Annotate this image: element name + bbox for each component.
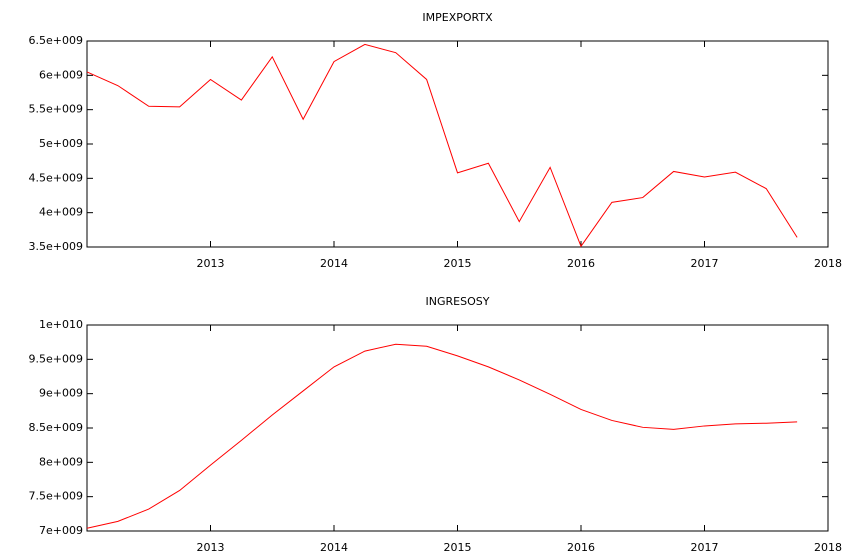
x-tick-label: 2013 [197, 541, 225, 554]
y-tick-label: 7.5e+009 [29, 490, 83, 503]
y-tick-label: 6.5e+009 [29, 34, 83, 47]
y-tick-label: 9e+009 [39, 387, 83, 400]
x-tick-label: 2015 [444, 541, 472, 554]
y-tick-label: 1e+010 [39, 318, 83, 331]
x-tick-label: 2016 [567, 257, 595, 270]
data-line [86, 43, 798, 248]
x-tick-label: 2014 [320, 541, 348, 554]
y-tick-label: 6e+009 [39, 68, 83, 81]
x-tick-label: 2016 [567, 541, 595, 554]
y-tick-label: 4e+009 [39, 206, 83, 219]
y-tick-label: 8.5e+009 [29, 421, 83, 434]
chart-title: IMPEXPORTX [422, 11, 493, 24]
x-tick-label: 2015 [444, 257, 472, 270]
x-tick-label: 2017 [691, 541, 719, 554]
x-tick-label: 2018 [814, 541, 842, 554]
y-tick-label: 5e+009 [39, 137, 83, 150]
y-tick-label: 8e+009 [39, 455, 83, 468]
x-tick-label: 2014 [320, 257, 348, 270]
x-tick-label: 2017 [691, 257, 719, 270]
y-tick-label: 4.5e+009 [29, 171, 83, 184]
plot-frame [86, 40, 829, 248]
y-tick-label: 5.5e+009 [29, 103, 83, 116]
chart-title: INGRESOSY [426, 295, 490, 308]
y-tick-label: 9.5e+009 [29, 352, 83, 365]
x-tick-label: 2013 [197, 257, 225, 270]
y-tick-label: 7e+009 [39, 524, 83, 537]
x-tick-label: 2018 [814, 257, 842, 270]
data-line [86, 343, 798, 529]
y-tick-label: 3.5e+009 [29, 240, 83, 253]
